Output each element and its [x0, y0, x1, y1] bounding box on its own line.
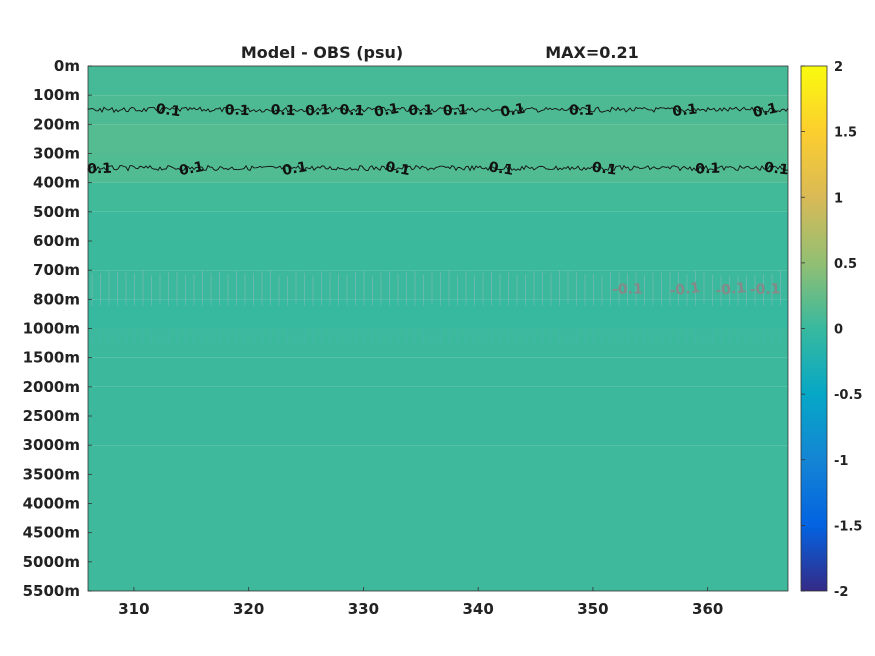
contour-label: 0.1: [499, 101, 526, 121]
colorbar-tick-label: -1.5: [834, 519, 862, 534]
contour-label: 0.1: [270, 102, 295, 119]
contour-label: 0.1: [281, 159, 308, 179]
contour-label: -0.1: [750, 281, 781, 298]
y-tick-label: 1500m: [23, 349, 80, 367]
contour-label: 0.1: [225, 102, 250, 119]
x-tick-label: 330: [348, 600, 379, 618]
contour-label: 0.1: [384, 159, 411, 179]
contour-label: 0.1: [751, 100, 779, 121]
colorbar-gradient: [800, 65, 828, 592]
contour-label: 0.1: [672, 101, 698, 120]
y-tick-label: 300m: [33, 145, 80, 163]
y-tick-label: 2500m: [23, 407, 80, 425]
chart-title: Model - OBS (psu): [241, 43, 403, 62]
y-tick-label: 4000m: [23, 495, 80, 513]
colorbar-tick-label: 0.5: [834, 257, 857, 272]
x-tick-label: 320: [233, 600, 264, 618]
contour-line-0.1: [87, 106, 789, 114]
x-tick-label: 310: [118, 600, 149, 618]
contour-label: 0.1: [695, 160, 721, 177]
y-tick-label: 100m: [33, 86, 80, 104]
contour-label: 0.1: [408, 102, 433, 119]
contour-label: 0.1: [373, 101, 400, 121]
layer-600m-700m: [88, 241, 788, 271]
max-annotation: MAX=0.21: [545, 43, 639, 62]
colorbar: 2 1.5 1 0.5 0 -0.5 -1 -1.5 -2: [800, 60, 862, 600]
contour-label: 0.1: [442, 102, 468, 119]
y-tick-label: 400m: [33, 174, 80, 192]
x-tick-label: 360: [692, 600, 723, 618]
x-tick-label: 350: [577, 600, 608, 618]
colorbar-tick-label: -1: [834, 454, 848, 469]
layer-800m-1000m: [88, 299, 788, 329]
y-tick-label: 500m: [33, 203, 80, 221]
y-tick-label: 200m: [33, 115, 80, 133]
colorbar-tick-label: -0.5: [834, 388, 862, 403]
colorbar-ticks: 2 1.5 1 0.5 0 -0.5 -1 -1.5 -2: [801, 60, 862, 600]
layer-1000m-1500m: [88, 328, 788, 358]
y-tick-label: 1000m: [23, 320, 80, 338]
y-tick-label: 800m: [33, 290, 80, 308]
contour-label: 0.1: [763, 160, 790, 179]
colorbar-tick-label: 2: [834, 60, 843, 75]
colorbar-tick-label: 0: [834, 323, 843, 338]
y-tick-label: 5000m: [23, 553, 80, 571]
contour-label: -0.1: [715, 280, 747, 299]
y-tick-label: 2000m: [23, 378, 80, 396]
y-tick-label: 5500m: [23, 582, 80, 600]
y-tick-label: 700m: [33, 261, 80, 279]
y-tick-label: 3500m: [23, 465, 80, 483]
contour-label: -0.1: [612, 281, 643, 298]
y-tick-label: 600m: [33, 232, 80, 250]
layer-2500m-3000m: [88, 416, 788, 446]
layer-3000m-5500m: [88, 445, 788, 591]
x-axis: 310 320 330 340 350 360: [118, 587, 723, 618]
contour-label: 0.1: [178, 159, 205, 179]
y-tick-label: 0m: [54, 57, 80, 75]
contour-label: 0.1: [155, 101, 182, 120]
layer-200m-300m: [88, 124, 788, 154]
y-tick-label: 3000m: [23, 436, 80, 454]
contour-label: 0.1: [305, 102, 331, 120]
noise-texture: [91, 270, 781, 345]
layer-0m-100m: [88, 66, 788, 96]
contour-label: 0.1: [569, 103, 594, 119]
layer-400m-500m: [88, 182, 788, 212]
layer-700m-800m: [88, 270, 788, 300]
colorbar-tick-label: -2: [834, 585, 848, 600]
depth-layers: [88, 66, 788, 591]
contour-label: 0.1: [87, 161, 112, 178]
colorbar-tick-label: 1: [834, 191, 843, 206]
contour-label: 0.1: [487, 159, 514, 179]
layer-1500m-2000m: [88, 357, 788, 387]
layer-500m-600m: [88, 211, 788, 241]
heatmap-area: 0.1 0.1 0.1 0.1 0.1 0.1 0.1 0.1 0.1 0.1 0.1 0.1 0.1 0…: [87, 65, 790, 592]
colorbar-tick-label: 1.5: [834, 126, 857, 141]
contour-label: 0.1: [339, 102, 365, 119]
contour-label: 0.1: [591, 159, 618, 178]
layer-2000m-2500m: [88, 386, 788, 416]
contour-label: -0.1: [669, 280, 701, 299]
layer-300m-400m: [88, 153, 788, 183]
x-tick-label: 340: [463, 600, 494, 618]
y-tick-label: 4500m: [23, 524, 80, 542]
contour-lines: 0.1 0.1 0.1 0.1 0.1 0.1 0.1 0.1 0.1 0.1 0.1 0.1 0.1 0…: [87, 100, 790, 299]
contour-line-0.1: [87, 164, 789, 172]
y-axis: 0m 100m 200m 300m 400m 500m 600m 700m 800m 1000m 1…: [23, 57, 92, 600]
